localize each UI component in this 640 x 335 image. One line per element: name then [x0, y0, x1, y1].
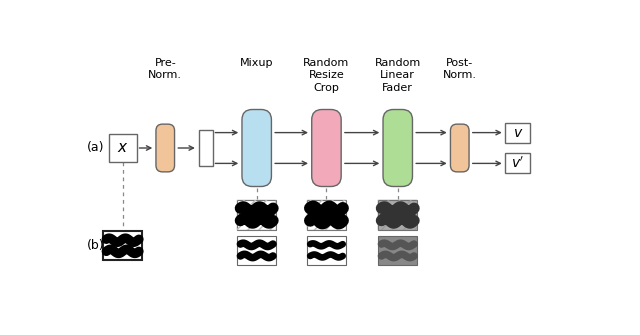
Bar	[378, 200, 417, 229]
Text: Pre-
Norm.: Pre- Norm.	[148, 58, 182, 80]
FancyBboxPatch shape	[242, 110, 271, 187]
Bar	[307, 200, 346, 229]
Text: Random
Resize
Crop: Random Resize Crop	[303, 58, 349, 93]
Text: Random
Linear
Fader: Random Linear Fader	[374, 58, 421, 93]
FancyBboxPatch shape	[156, 124, 175, 172]
Text: (a): (a)	[87, 141, 104, 154]
Bar	[378, 236, 417, 265]
Bar	[307, 200, 346, 229]
Bar	[237, 200, 276, 229]
Bar	[506, 153, 531, 174]
FancyBboxPatch shape	[383, 110, 412, 187]
Bar	[237, 200, 276, 229]
Bar	[198, 130, 212, 166]
Text: Mixup: Mixup	[240, 58, 273, 68]
Text: $v'$: $v'$	[511, 156, 525, 171]
Bar	[506, 123, 531, 143]
Bar	[237, 236, 276, 265]
Bar	[307, 236, 346, 265]
FancyBboxPatch shape	[451, 124, 469, 172]
FancyBboxPatch shape	[312, 110, 341, 187]
Text: $v$: $v$	[513, 126, 523, 140]
Bar	[109, 134, 136, 162]
Text: (b): (b)	[86, 239, 104, 252]
Bar	[103, 231, 142, 260]
Bar	[378, 200, 417, 229]
Text: $x$: $x$	[117, 140, 129, 155]
Text: Post-
Norm.: Post- Norm.	[443, 58, 477, 80]
